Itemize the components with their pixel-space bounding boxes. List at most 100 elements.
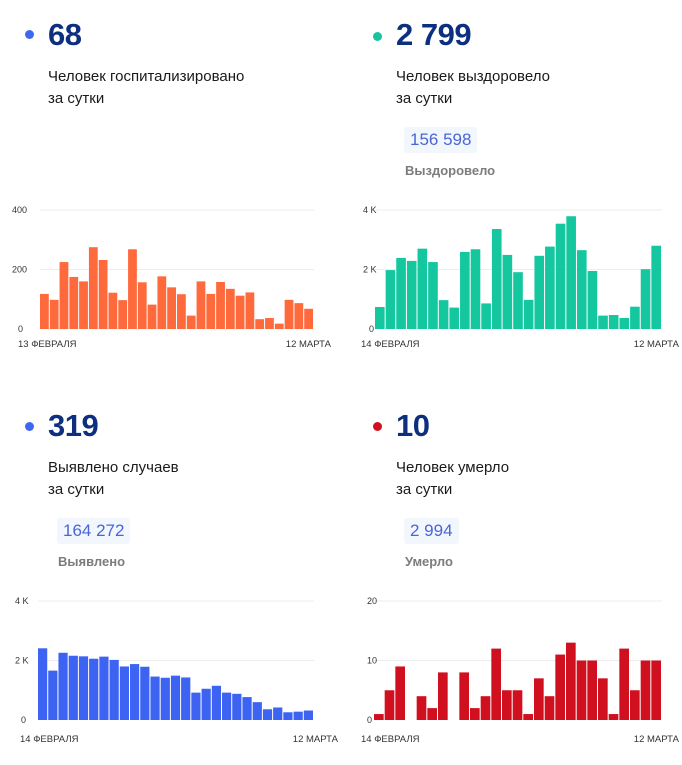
bar[interactable] (470, 708, 480, 720)
bar[interactable] (427, 708, 437, 720)
bar[interactable] (167, 287, 176, 329)
bar[interactable] (294, 303, 304, 329)
bar[interactable] (196, 281, 206, 329)
bar[interactable] (576, 250, 587, 329)
bar[interactable] (109, 659, 119, 720)
bar[interactable] (284, 299, 294, 329)
bar[interactable] (566, 216, 576, 329)
bar[interactable] (491, 229, 502, 329)
bar[interactable] (375, 306, 385, 329)
bar[interactable] (225, 288, 235, 329)
bar[interactable] (598, 315, 608, 329)
bar[interactable] (576, 660, 587, 721)
bar[interactable] (262, 709, 273, 720)
bar[interactable] (252, 702, 262, 720)
bar[interactable] (395, 666, 405, 720)
bar[interactable] (587, 660, 597, 721)
bar[interactable] (630, 690, 640, 720)
bar[interactable] (651, 245, 661, 329)
bar[interactable] (191, 692, 201, 720)
bar[interactable] (460, 251, 470, 329)
bar[interactable] (59, 262, 69, 329)
bar[interactable] (449, 307, 460, 329)
bar[interactable] (545, 246, 555, 329)
bar[interactable] (555, 223, 566, 329)
bar[interactable] (534, 678, 544, 720)
bar[interactable] (374, 714, 384, 720)
bar[interactable] (245, 292, 255, 329)
bar[interactable] (49, 299, 59, 329)
bar[interactable] (274, 323, 284, 329)
bar[interactable] (255, 319, 265, 329)
bar[interactable] (128, 249, 137, 329)
bar[interactable] (438, 300, 449, 329)
bar[interactable] (206, 293, 216, 329)
bar[interactable] (137, 282, 147, 329)
bar[interactable] (108, 292, 118, 329)
bar[interactable] (619, 648, 629, 720)
bar[interactable] (211, 685, 221, 720)
bar[interactable] (38, 648, 48, 720)
bar[interactable] (428, 262, 438, 329)
bar[interactable] (99, 656, 109, 720)
bar[interactable] (242, 697, 252, 720)
bar[interactable] (598, 678, 608, 720)
bar[interactable] (416, 696, 427, 720)
bar[interactable] (232, 693, 242, 720)
bar[interactable] (502, 254, 513, 329)
bar[interactable] (170, 675, 181, 720)
bar[interactable] (201, 688, 211, 720)
bar[interactable] (304, 308, 313, 329)
bar[interactable] (303, 710, 313, 720)
bar[interactable] (491, 648, 501, 720)
bar[interactable] (523, 299, 534, 329)
bar[interactable] (140, 666, 150, 720)
bar[interactable] (157, 276, 167, 329)
bar[interactable] (587, 270, 598, 329)
bar[interactable] (438, 672, 448, 720)
bar[interactable] (216, 282, 225, 329)
bar[interactable] (630, 306, 640, 329)
bar[interactable] (118, 300, 128, 329)
bar[interactable] (150, 676, 160, 720)
bar[interactable] (68, 655, 78, 720)
bar[interactable] (481, 303, 491, 329)
bar[interactable] (640, 660, 651, 721)
bar[interactable] (79, 281, 88, 329)
bar[interactable] (396, 257, 406, 329)
bar[interactable] (651, 660, 661, 721)
bar[interactable] (130, 664, 140, 720)
bar[interactable] (480, 696, 491, 720)
bar[interactable] (40, 293, 49, 329)
bar[interactable] (181, 677, 191, 720)
bar[interactable] (273, 707, 283, 721)
bar[interactable] (513, 272, 523, 329)
bar[interactable] (186, 315, 196, 329)
bar[interactable] (147, 304, 157, 329)
bar[interactable] (566, 642, 576, 720)
bar[interactable] (265, 317, 274, 329)
bar[interactable] (119, 666, 129, 720)
bar[interactable] (406, 260, 417, 329)
bar[interactable] (160, 677, 170, 720)
bar[interactable] (78, 656, 89, 720)
bar[interactable] (640, 269, 651, 329)
bar[interactable] (98, 259, 108, 329)
bar[interactable] (608, 714, 619, 720)
bar[interactable] (283, 712, 293, 720)
bar[interactable] (502, 690, 512, 720)
bar[interactable] (619, 317, 630, 329)
bar[interactable] (385, 270, 396, 329)
bar[interactable] (293, 711, 303, 720)
bar[interactable] (384, 690, 395, 720)
bar[interactable] (177, 294, 186, 329)
bar[interactable] (69, 276, 79, 329)
bar[interactable] (88, 247, 98, 329)
bar[interactable] (523, 714, 533, 720)
bar[interactable] (459, 672, 469, 720)
bar[interactable] (555, 654, 565, 720)
bar[interactable] (608, 315, 619, 329)
bar[interactable] (222, 692, 232, 720)
bar[interactable] (417, 248, 428, 329)
bar[interactable] (235, 295, 245, 329)
